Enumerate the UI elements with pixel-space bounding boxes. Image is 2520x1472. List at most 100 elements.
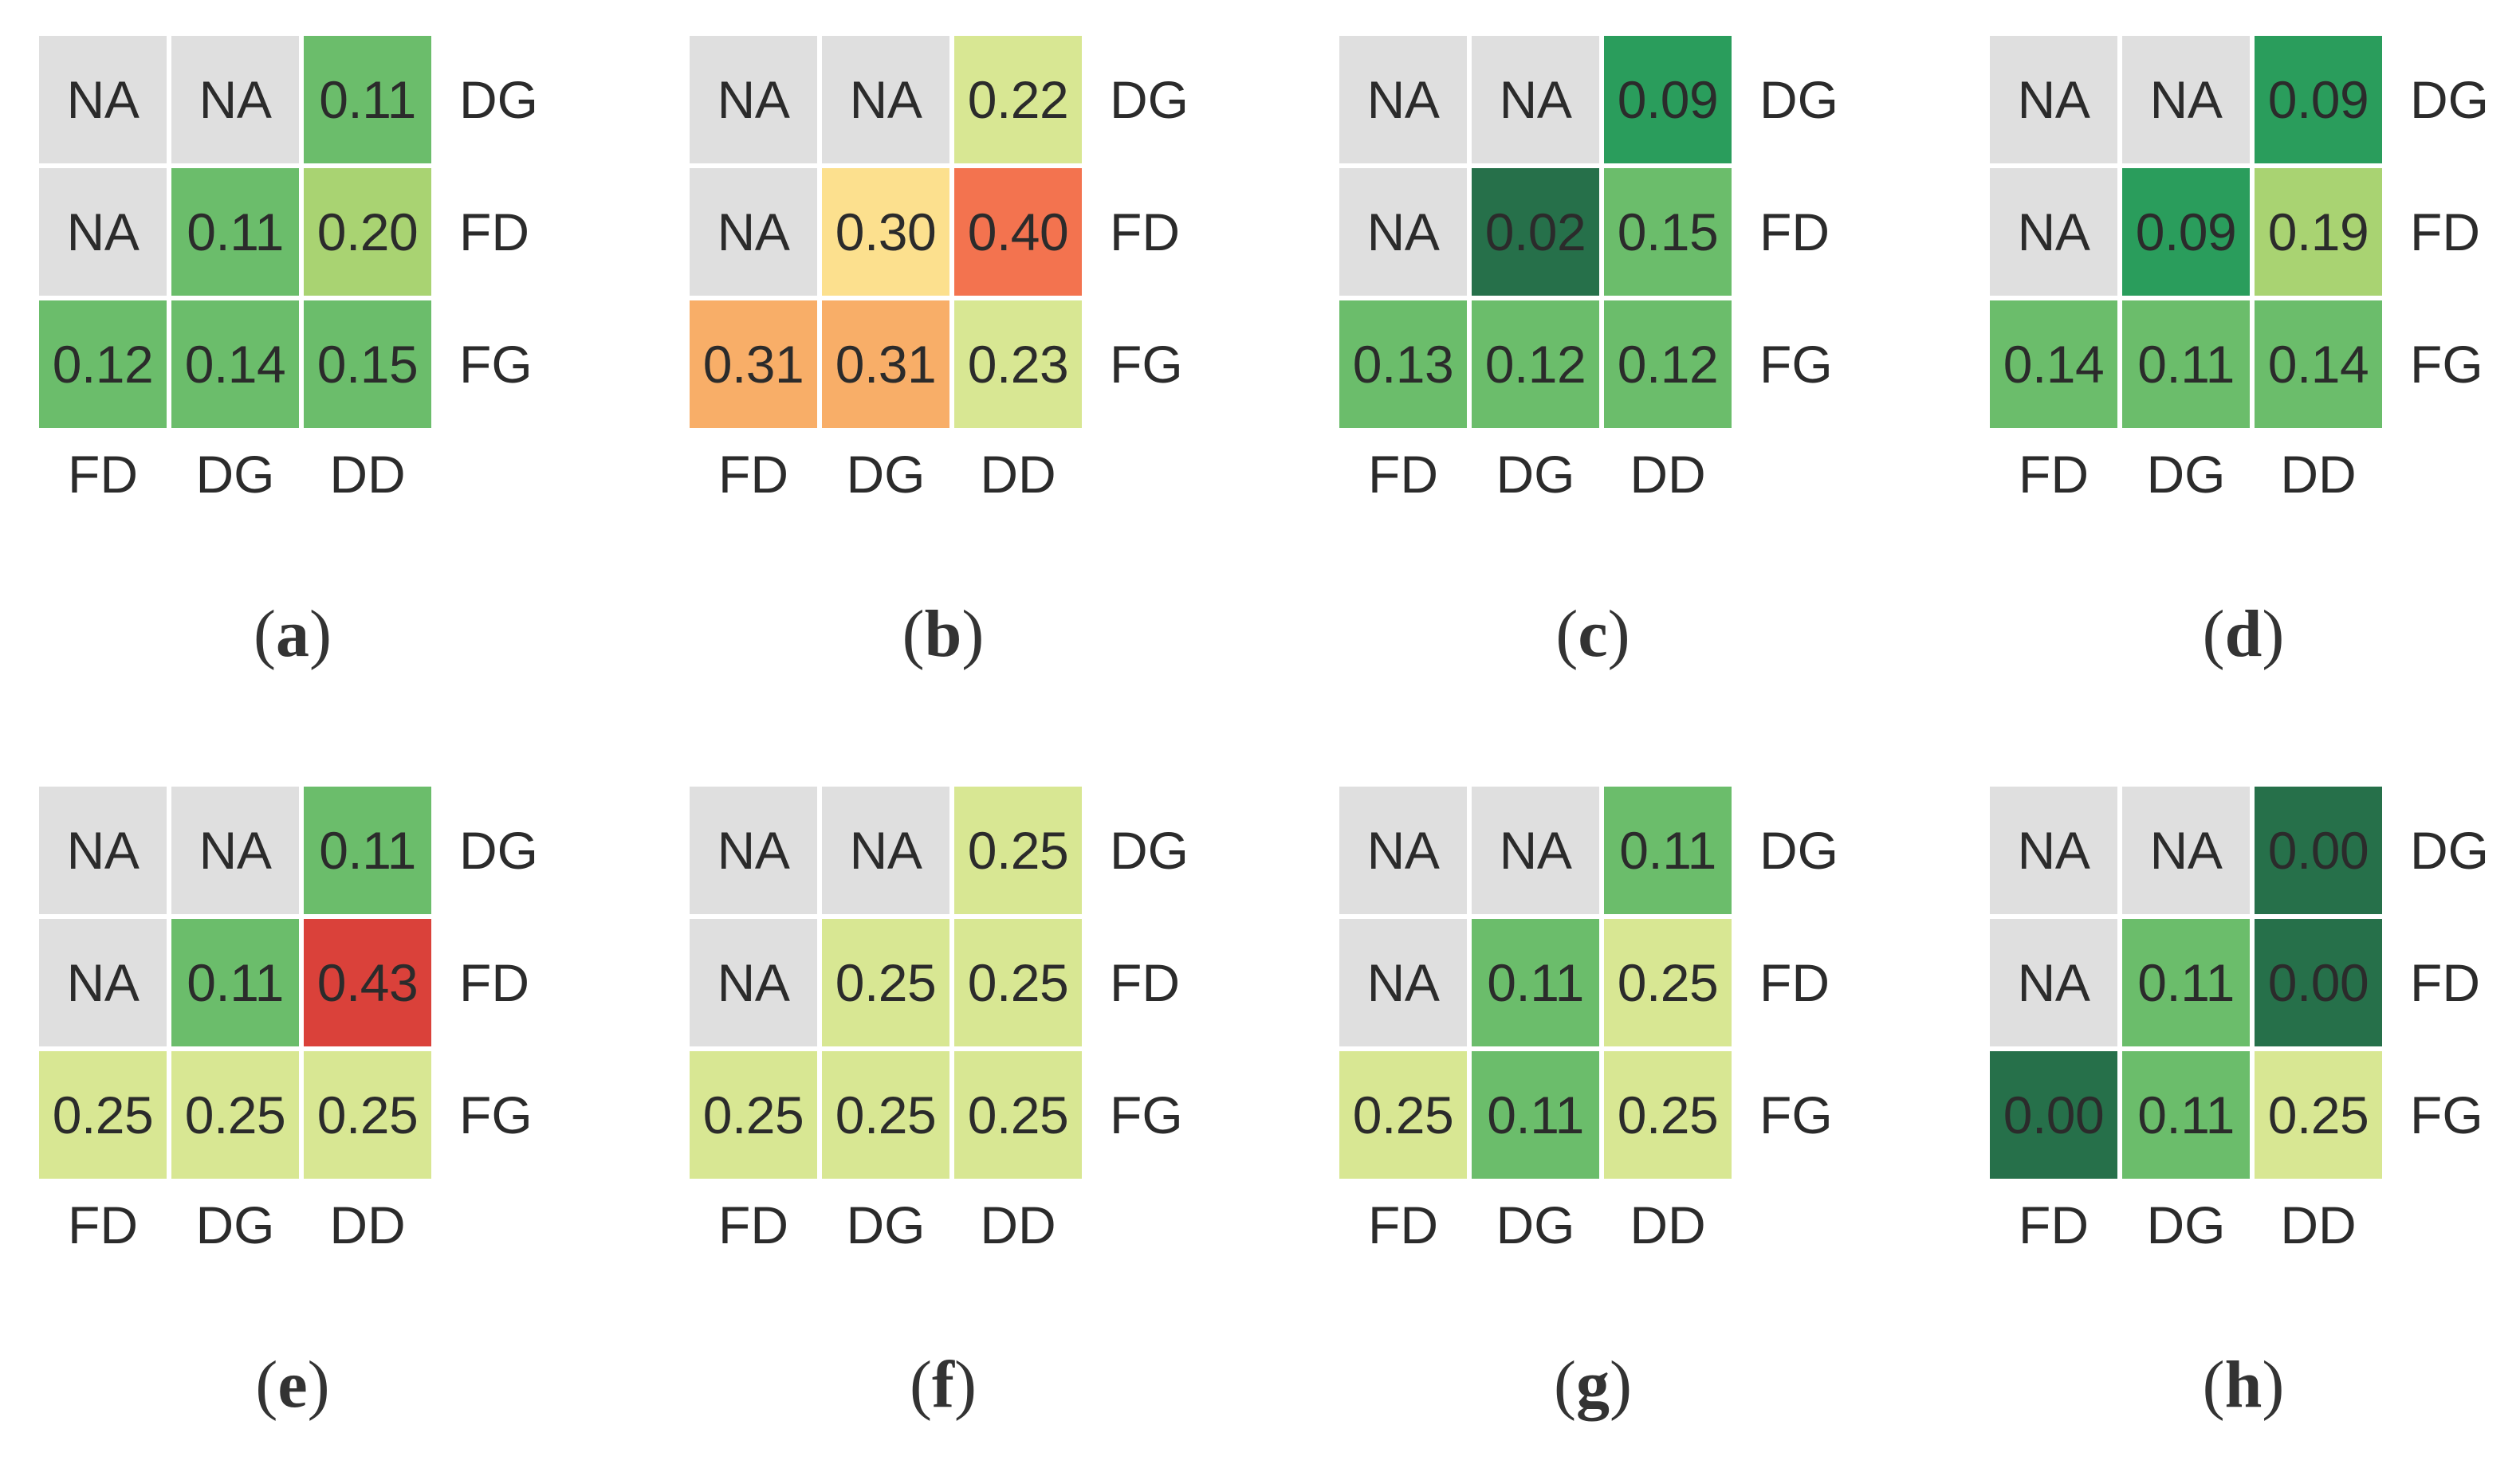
heatmap-cell: NA bbox=[690, 168, 817, 296]
caption-letter: h bbox=[2224, 1347, 2262, 1422]
heatmap-cell: NA bbox=[2122, 36, 2250, 163]
caption-letter: c bbox=[1578, 596, 1608, 671]
column-label: DG bbox=[195, 445, 275, 504]
heatmap-cell: NA bbox=[1339, 787, 1467, 914]
heatmap-panel-c: NA NA 0.09 NA 0.02 0.15 0.13 0.12 0.12 DG FD FG FD DG… bbox=[1339, 36, 1961, 721]
heatmap-cell: NA bbox=[171, 787, 299, 914]
heatmap-cell: NA bbox=[822, 36, 949, 163]
column-label: DG bbox=[1496, 445, 1575, 504]
heatmap-cell: 0.40 bbox=[954, 168, 1082, 296]
column-label: FD bbox=[1368, 1195, 1438, 1254]
heatmap-cell: 0.19 bbox=[2255, 168, 2382, 296]
heatmap-cell: 0.25 bbox=[304, 1051, 431, 1179]
caption-open-paren: ( bbox=[1555, 596, 1578, 671]
heatmap-cell: 0.23 bbox=[954, 300, 1082, 428]
heatmap-cell: 0.25 bbox=[171, 1051, 299, 1179]
heatmap-cell: 0.12 bbox=[1472, 300, 1599, 428]
column-label: DG bbox=[1496, 1195, 1575, 1254]
heatmap-cell: 0.14 bbox=[171, 300, 299, 428]
heatmap-cell: NA bbox=[1472, 36, 1599, 163]
panel-caption: (f) bbox=[863, 1344, 1023, 1424]
heatmap-cell: NA bbox=[2122, 787, 2250, 914]
caption-letter: g bbox=[1576, 1347, 1610, 1422]
heatmap-cell: 0.11 bbox=[304, 36, 431, 163]
caption-letter: f bbox=[932, 1347, 954, 1422]
column-label: FD bbox=[718, 1195, 788, 1254]
row-label: FG bbox=[1110, 1085, 1183, 1144]
heatmap-cell: 0.11 bbox=[171, 919, 299, 1046]
heatmap-cell: 0.11 bbox=[171, 168, 299, 296]
panel-caption: (a) bbox=[213, 594, 372, 673]
row-label: FD bbox=[2410, 953, 2480, 1012]
caption-open-paren: ( bbox=[254, 596, 276, 671]
caption-close-paren: ) bbox=[1610, 1347, 1632, 1422]
column-label: DD bbox=[1630, 1195, 1706, 1254]
caption-close-paren: ) bbox=[953, 1347, 977, 1422]
heatmap-cell: NA bbox=[39, 787, 167, 914]
row-label: FG bbox=[2410, 1085, 2483, 1144]
caption-open-paren: ( bbox=[255, 1347, 278, 1422]
heatmap-cell: 0.25 bbox=[822, 1051, 949, 1179]
heatmap-cell: 0.09 bbox=[2122, 168, 2250, 296]
column-label: DG bbox=[195, 1195, 275, 1254]
panel-caption: (d) bbox=[2164, 594, 2323, 673]
heatmap-cell: 0.25 bbox=[954, 1051, 1082, 1179]
heatmap-cell: 0.25 bbox=[39, 1051, 167, 1179]
heatmap-cell: 0.11 bbox=[2122, 1051, 2250, 1179]
row-label: FD bbox=[2410, 202, 2480, 261]
heatmap-cell: NA bbox=[1472, 787, 1599, 914]
heatmap-cell: NA bbox=[39, 168, 167, 296]
heatmap-panel-e: NA NA 0.11 NA 0.11 0.43 0.25 0.25 0.25 DG FD FG FD DG… bbox=[39, 787, 661, 1472]
row-label: FD bbox=[1110, 202, 1180, 261]
heatmap-cell: NA bbox=[1990, 168, 2117, 296]
heatmap-cell: 0.25 bbox=[690, 1051, 817, 1179]
heatmap-cell: 0.11 bbox=[304, 787, 431, 914]
panel-caption: (g) bbox=[1513, 1344, 1673, 1424]
row-label: FD bbox=[1759, 953, 1830, 1012]
column-label: DD bbox=[2280, 1195, 2357, 1254]
row-label: FG bbox=[459, 335, 533, 394]
heatmap-cell: 0.00 bbox=[2255, 919, 2382, 1046]
heatmap-cell: NA bbox=[171, 36, 299, 163]
caption-open-paren: ( bbox=[910, 1347, 932, 1422]
heatmap-cell: 0.15 bbox=[1604, 168, 1732, 296]
heatmap-cell: 0.09 bbox=[1604, 36, 1732, 163]
column-label: DD bbox=[329, 445, 406, 504]
column-label: DD bbox=[980, 445, 1056, 504]
caption-close-paren: ) bbox=[307, 1347, 330, 1422]
caption-close-paren: ) bbox=[1607, 596, 1630, 671]
heatmap-panel-f: NA NA 0.25 NA 0.25 0.25 0.25 0.25 0.25 DG FD FG FD DG… bbox=[690, 787, 1311, 1472]
heatmap-cell: 0.25 bbox=[822, 919, 949, 1046]
heatmap-cell: 0.11 bbox=[1604, 787, 1732, 914]
caption-close-paren: ) bbox=[2262, 1347, 2285, 1422]
heatmap-cell: 0.25 bbox=[1604, 1051, 1732, 1179]
caption-letter: e bbox=[277, 1347, 308, 1422]
heatmap-cell: 0.14 bbox=[1990, 300, 2117, 428]
caption-close-paren: ) bbox=[2262, 596, 2285, 671]
heatmap-cell: NA bbox=[39, 36, 167, 163]
row-label: FD bbox=[459, 953, 529, 1012]
column-label: FD bbox=[68, 1195, 138, 1254]
caption-letter: a bbox=[276, 596, 309, 671]
row-label: DG bbox=[1759, 821, 1838, 880]
row-label: DG bbox=[1110, 70, 1189, 129]
row-label: FG bbox=[2410, 335, 2483, 394]
row-label: FG bbox=[1759, 335, 1833, 394]
row-label: DG bbox=[2410, 70, 2489, 129]
column-label: DD bbox=[329, 1195, 406, 1254]
column-label: DG bbox=[2146, 1195, 2226, 1254]
heatmap-cell: 0.31 bbox=[822, 300, 949, 428]
heatmap-cell: 0.14 bbox=[2255, 300, 2382, 428]
heatmap-cell: 0.31 bbox=[690, 300, 817, 428]
column-label: DG bbox=[2146, 445, 2226, 504]
column-label: DD bbox=[2280, 445, 2357, 504]
caption-open-paren: ( bbox=[2202, 596, 2225, 671]
column-label: FD bbox=[718, 445, 788, 504]
row-label: FD bbox=[1759, 202, 1830, 261]
caption-close-paren: ) bbox=[961, 596, 985, 671]
column-label: FD bbox=[2019, 1195, 2089, 1254]
caption-open-paren: ( bbox=[902, 596, 925, 671]
heatmap-cell: NA bbox=[1339, 919, 1467, 1046]
panel-caption: (h) bbox=[2164, 1344, 2323, 1424]
caption-open-paren: ( bbox=[2202, 1347, 2225, 1422]
